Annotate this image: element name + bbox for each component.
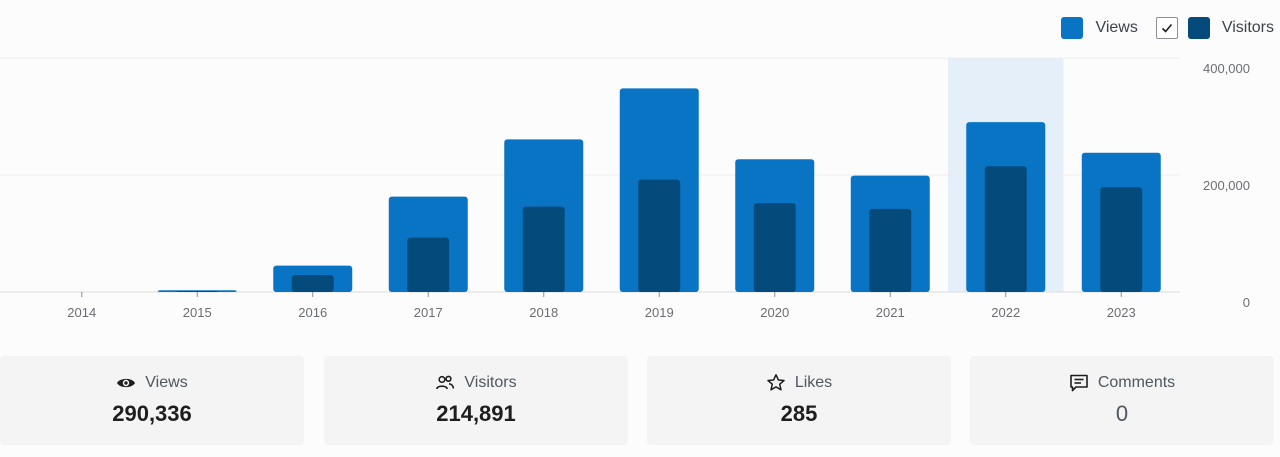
legend-visitors[interactable]: Visitors [1155,17,1274,39]
comment-icon [1069,373,1089,393]
y-tick-label: 200,000 [1203,178,1250,193]
y-tick-label: 0 [1243,295,1250,310]
legend-views[interactable]: Views [1061,17,1138,39]
likes-card[interactable]: Likes 285 [647,356,951,445]
comments-card[interactable]: Comments 0 [970,356,1274,445]
visitors-checkbox[interactable] [1155,17,1178,39]
x-tick-label: 2019 [645,305,674,320]
checkmark-icon [1161,23,1172,33]
x-tick-label: 2015 [183,305,212,320]
visitors-bar [869,208,912,292]
legend-visitors-label: Visitors [1221,19,1274,36]
star-icon [766,373,786,393]
visitors-bar [291,275,334,292]
visitors-card[interactable]: Visitors 214,891 [324,356,628,445]
x-tick-label: 2021 [876,305,905,320]
legend-visitors-swatch [1187,17,1210,39]
visitors-card-label: Visitors [464,374,517,391]
likes-card-label: Likes [794,374,833,391]
eye-icon [116,373,136,393]
people-icon [435,373,455,393]
visitors-bar [984,166,1027,292]
visitors-bar [522,206,565,292]
visitors-bar [1100,187,1143,292]
visitors-bar [753,203,796,292]
x-tick-label: 2014 [67,305,96,320]
x-tick-label: 2018 [529,305,558,320]
views-card[interactable]: Views 290,336 [0,356,304,445]
x-tick-label: 2016 [298,305,327,320]
legend-views-swatch [1061,17,1084,39]
visitors-bar [176,291,219,292]
comments-card-label: Comments [1097,374,1176,391]
likes-card-value: 285 [780,401,818,426]
comments-card-value: 0 [1115,401,1129,426]
stats-cards: Views 290,336 Visitors 214,891 [0,356,1280,445]
x-tick-label: 2017 [414,305,443,320]
y-tick-label: 400,000 [1203,61,1250,76]
x-tick-label: 2023 [1107,305,1136,320]
legend-views-label: Views [1095,19,1138,36]
visitors-card-value: 214,891 [436,401,516,426]
views-card-label: Views [145,374,188,391]
x-tick-label: 2020 [760,305,789,320]
views-card-value: 290,336 [112,401,192,426]
x-tick-label: 2022 [991,305,1020,320]
visitors-bar [638,179,681,292]
visitors-bar [407,237,450,292]
bar-chart: 0 200,000 400,000 2014 2015 2016 2017 2018 2019 2… [0,57,1250,320]
chart-legend: Views Visitors [1061,16,1274,40]
